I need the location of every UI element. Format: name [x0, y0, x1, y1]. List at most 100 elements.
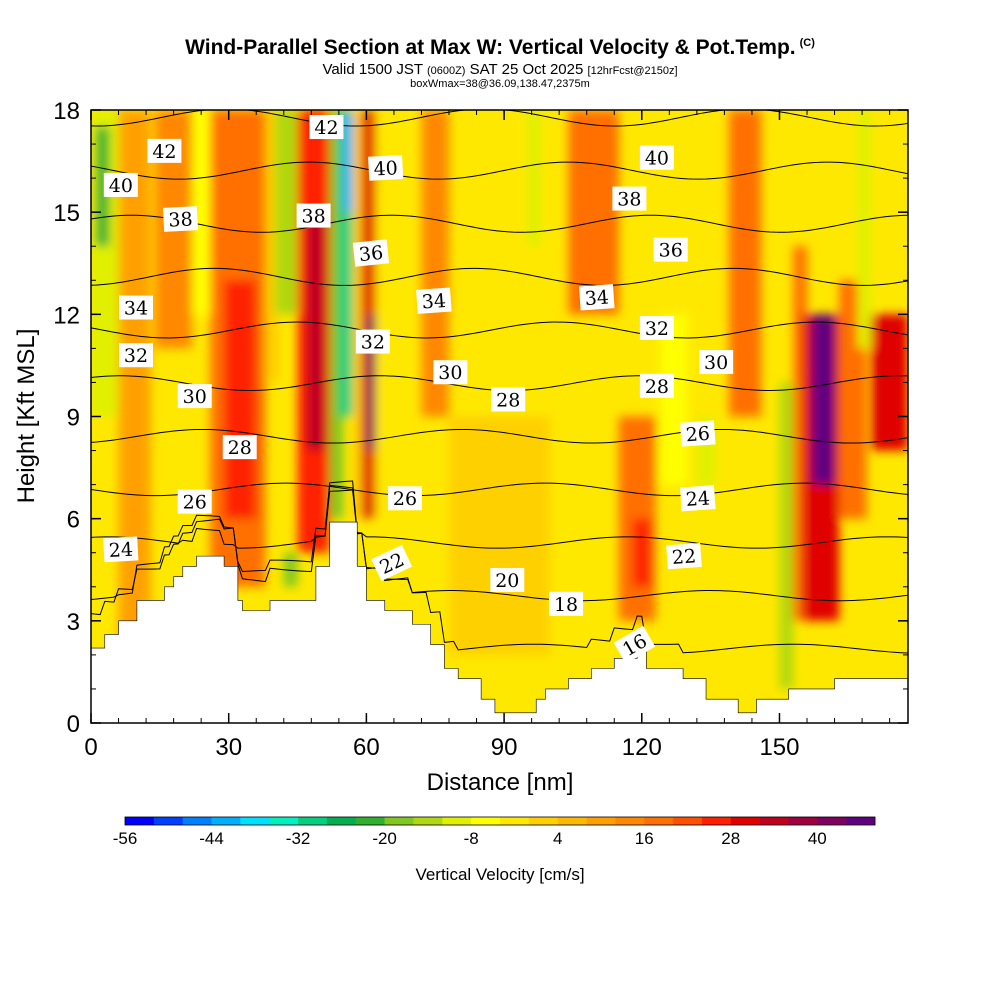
contour-label: 26 — [177, 489, 212, 514]
contour-label: 30 — [177, 384, 212, 409]
y-tick-label: 3 — [67, 609, 80, 636]
contour-label: 40 — [639, 145, 674, 170]
colorbar-label: Vertical Velocity [cm/s] — [415, 865, 584, 884]
svg-text:32: 32 — [361, 332, 385, 354]
svg-text:30: 30 — [438, 362, 462, 384]
colorbar-swatch — [644, 817, 674, 825]
contour-label: 30 — [433, 360, 468, 385]
svg-text:26: 26 — [183, 492, 207, 514]
velocity-cell — [343, 110, 353, 213]
potential-temperature-contours — [91, 3, 908, 654]
colorbar-swatch — [557, 817, 587, 825]
colorbar-swatch — [673, 817, 703, 825]
colorbar-swatch — [817, 817, 847, 825]
colorbar-tick-label: 16 — [635, 829, 654, 848]
contour-label: 32 — [118, 343, 153, 368]
y-tick-label: 15 — [53, 200, 80, 227]
colorbar-tick-label: -20 — [372, 829, 397, 848]
copyright-mark: (C) — [799, 37, 815, 49]
y-tick-label: 12 — [53, 302, 80, 329]
svg-text:34: 34 — [421, 290, 447, 314]
colorbar-swatch — [788, 817, 818, 825]
chart-title: Wind-Parallel Section at Max W: Vertical… — [185, 36, 815, 59]
colorbar-swatch — [413, 817, 443, 825]
svg-text:40: 40 — [645, 148, 669, 170]
svg-text:30: 30 — [704, 352, 728, 374]
svg-text:28: 28 — [496, 389, 520, 411]
colorbar-tick-label: 40 — [808, 829, 827, 848]
colorbar-swatch — [384, 817, 414, 825]
contour-label: 42 — [147, 138, 182, 163]
svg-text:18: 18 — [554, 594, 578, 616]
svg-text:26: 26 — [393, 488, 417, 510]
svg-text:34: 34 — [124, 298, 148, 320]
y-tick-label: 9 — [67, 405, 80, 432]
velocity-cell — [283, 552, 298, 587]
x-axis: 0 30 60 90 120 150 — [84, 110, 891, 761]
velocity-cell — [871, 314, 908, 451]
contour-label: 22 — [666, 542, 702, 570]
contour-label: 30 — [699, 350, 734, 375]
vertical-velocity-field — [91, 110, 908, 723]
svg-text:36: 36 — [358, 242, 384, 266]
svg-text:32: 32 — [124, 345, 148, 367]
x-tick-label: 150 — [759, 734, 799, 761]
velocity-cell — [632, 518, 651, 587]
contour-label: 40 — [368, 155, 404, 181]
colorbar-swatch — [125, 817, 155, 825]
contour-label: 32 — [355, 329, 390, 354]
contour-label: 18 — [549, 591, 584, 616]
isentrope-line — [91, 321, 908, 339]
velocity-cell — [274, 110, 298, 315]
svg-text:40: 40 — [373, 157, 398, 180]
colorbar-swatch — [355, 817, 385, 825]
velocity-cell — [527, 110, 541, 247]
contour-label: 26 — [679, 420, 716, 447]
x-tick-label: 120 — [622, 734, 662, 761]
velocity-cell — [366, 314, 376, 451]
colorbar-swatch — [586, 817, 616, 825]
y-axis-label: Height [Kft MSL] — [13, 329, 40, 504]
velocity-cell — [857, 110, 872, 349]
svg-text:42: 42 — [314, 117, 338, 139]
velocity-cell — [779, 382, 794, 689]
contour-label: 36 — [352, 239, 390, 267]
colorbar-swatch — [730, 817, 760, 825]
svg-text:36: 36 — [659, 240, 683, 262]
colorbar-tick-label: -44 — [199, 829, 224, 848]
colorbar-swatch — [269, 817, 299, 825]
contour-label: 24 — [103, 536, 139, 563]
isentrope-line — [91, 489, 908, 602]
svg-text:28: 28 — [645, 376, 669, 398]
colorbar-swatch — [326, 817, 357, 825]
isentrope-line — [91, 428, 908, 444]
contour-labels: 4240383432302826244240383632343028262220… — [103, 115, 734, 664]
x-tick-label: 60 — [353, 734, 380, 761]
isentrope-line — [91, 484, 908, 654]
velocity-cell — [660, 314, 688, 485]
contour-label: 36 — [653, 237, 688, 262]
colorbar-swatch — [701, 817, 732, 825]
isentrope-line — [91, 3, 908, 20]
colorbar-swatch — [615, 817, 645, 825]
x-tick-label: 0 — [84, 734, 97, 761]
colorbar-tick-label: 28 — [721, 829, 740, 848]
velocity-cell — [306, 212, 326, 451]
svg-text:38: 38 — [302, 206, 326, 228]
contour-label: 28 — [222, 435, 257, 460]
velocity-cell — [568, 110, 619, 315]
colorbar-swatch — [846, 817, 876, 825]
svg-text:32: 32 — [645, 318, 669, 340]
colorbar-swatch — [153, 817, 183, 825]
x-axis-label: Distance [nm] — [427, 769, 574, 796]
svg-text:38: 38 — [168, 208, 193, 231]
contour-label: 38 — [612, 186, 647, 211]
velocity-cell — [224, 280, 257, 519]
contour-label: 34 — [579, 284, 615, 311]
y-tick-label: 6 — [67, 507, 80, 534]
contour-label: 42 — [309, 115, 344, 140]
y-tick-label: 18 — [53, 98, 80, 125]
colorbar-swatch — [442, 817, 472, 825]
